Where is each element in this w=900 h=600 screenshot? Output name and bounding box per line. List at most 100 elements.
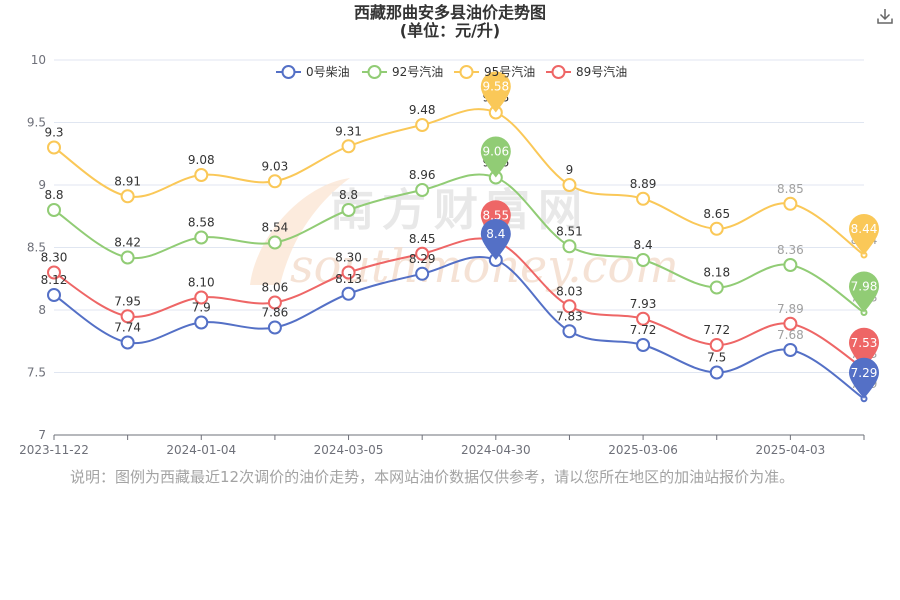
series-line <box>53 237 865 370</box>
data-point[interactable] <box>194 168 209 182</box>
x-tick-label: 2025-04-03 <box>755 443 825 457</box>
markpoint-pin <box>849 357 879 399</box>
data-label: 8.03 <box>556 284 583 298</box>
series-line <box>53 256 865 400</box>
data-point[interactable] <box>709 221 724 236</box>
data-point[interactable] <box>341 265 356 280</box>
axes: 7 7.5 8 8.5 9 9.5 10 2023-11-22 2024-01-04 2024-0… <box>19 53 865 457</box>
x-tick-label: 2025-03-06 <box>608 443 678 457</box>
data-point[interactable] <box>341 139 356 154</box>
data-point[interactable] <box>120 309 135 324</box>
data-label: 7.72 <box>630 323 657 337</box>
data-point[interactable] <box>636 338 651 352</box>
data-point[interactable] <box>47 265 61 280</box>
markpoint-label: 7.53 <box>851 336 878 350</box>
data-label: 8.8 <box>339 188 358 202</box>
legend-item[interactable]: 89号汽油 <box>546 64 627 79</box>
legend-item[interactable]: 0号柴油 <box>276 65 350 79</box>
data-label: 8.8 <box>44 188 63 202</box>
markpoints: 9.58 9.06 8.55 8.4 8.44 7.98 7.53 7.29 <box>480 71 879 399</box>
data-label: 9.48 <box>409 103 436 117</box>
data-label: 8.10 <box>188 276 215 290</box>
data-point[interactable] <box>709 365 724 380</box>
y-tick-label: 8 <box>38 303 46 317</box>
legend-item[interactable]: 95号汽油 <box>454 64 535 79</box>
data-point[interactable] <box>709 280 724 295</box>
download-icon[interactable] <box>875 6 895 26</box>
data-label: 8.85 <box>777 182 804 196</box>
data-point[interactable] <box>120 189 135 204</box>
watermark: 南方财富网 southmoney.com <box>250 178 679 293</box>
data-point[interactable] <box>783 258 798 272</box>
legend-swatch-marker <box>281 65 296 79</box>
markpoint-pin <box>480 136 511 178</box>
y-tick-label: 8.5 <box>27 241 46 255</box>
data-point[interactable] <box>415 266 430 281</box>
data-label: 9.3 <box>44 126 63 140</box>
x-tick-label: 2023-11-22 <box>19 443 89 457</box>
data-point[interactable] <box>562 178 577 192</box>
data-label: 8.30 <box>335 251 362 265</box>
data-label: 8.18 <box>703 266 730 280</box>
data-label: 8.89 <box>630 177 657 191</box>
series-line <box>53 173 865 314</box>
data-label: 7.9 <box>192 301 211 315</box>
data-point[interactable] <box>415 183 430 197</box>
data-label: 7.5 <box>707 351 726 365</box>
markpoint-label: 7.29 <box>851 366 878 380</box>
data-point[interactable] <box>783 316 798 331</box>
data-label: 7.95 <box>114 294 141 308</box>
x-tick-label: 2024-01-04 <box>166 443 236 457</box>
y-tick-label: 10 <box>31 53 46 67</box>
data-point[interactable] <box>194 230 209 245</box>
data-point[interactable] <box>47 288 61 302</box>
legend-swatch-marker <box>367 65 382 79</box>
data-point[interactable] <box>636 253 651 267</box>
data-point[interactable] <box>120 250 135 265</box>
legend-label: 0号柴油 <box>306 65 350 79</box>
data-point[interactable] <box>267 235 282 250</box>
data-point[interactable] <box>562 299 577 314</box>
data-point[interactable] <box>194 290 209 305</box>
data-label: 8.96 <box>409 168 436 182</box>
data-label: 8.29 <box>409 252 436 266</box>
data-point[interactable] <box>47 140 61 155</box>
data-label: 7.83 <box>556 309 583 323</box>
data-label: 8.51 <box>556 224 583 238</box>
markpoint-label: 9.58 <box>482 80 509 94</box>
data-point[interactable] <box>562 239 577 254</box>
data-point[interactable] <box>783 196 798 211</box>
data-point[interactable] <box>120 335 135 350</box>
data-point[interactable] <box>709 338 724 352</box>
data-point[interactable] <box>636 311 651 326</box>
legend-item[interactable]: 92号汽油 <box>362 64 443 79</box>
markpoint-label: 8.55 <box>482 208 509 222</box>
markpoint-pin <box>480 71 511 113</box>
data-point[interactable] <box>267 320 282 335</box>
data-label: 8.58 <box>188 216 215 230</box>
data-label: 8.06 <box>262 281 289 295</box>
data-label: 7.68 <box>777 328 804 342</box>
chart-title: 西藏那曲安多县油价走势图 (单位：元/升) <box>0 4 900 40</box>
legend-swatch-marker <box>459 65 474 79</box>
data-point[interactable] <box>341 286 356 301</box>
data-point[interactable] <box>194 315 209 330</box>
data-point[interactable] <box>267 174 282 189</box>
data-point[interactable] <box>415 118 430 132</box>
data-point[interactable] <box>636 191 651 206</box>
data-labels: 8.12 7.74 7.9 7.86 8.13 8.29 8.4 7.83 7.72 7.5 7.6… <box>41 91 878 391</box>
data-label: 8.36 <box>777 243 804 257</box>
data-point[interactable] <box>267 295 282 310</box>
data-point[interactable] <box>783 343 798 357</box>
data-label: 8.42 <box>114 236 141 250</box>
x-tick-label: 2024-04-30 <box>461 443 531 457</box>
data-point[interactable] <box>415 246 430 261</box>
grid <box>54 59 864 436</box>
legend: 0号柴油 92号汽油 95号汽油 89号汽油 <box>276 64 627 79</box>
y-tick-label: 9.5 <box>27 116 46 130</box>
data-point[interactable] <box>341 203 356 217</box>
legend-label: 92号汽油 <box>392 64 443 79</box>
data-label: 7.93 <box>630 297 657 311</box>
data-point[interactable] <box>47 203 61 217</box>
data-point[interactable] <box>562 324 577 339</box>
